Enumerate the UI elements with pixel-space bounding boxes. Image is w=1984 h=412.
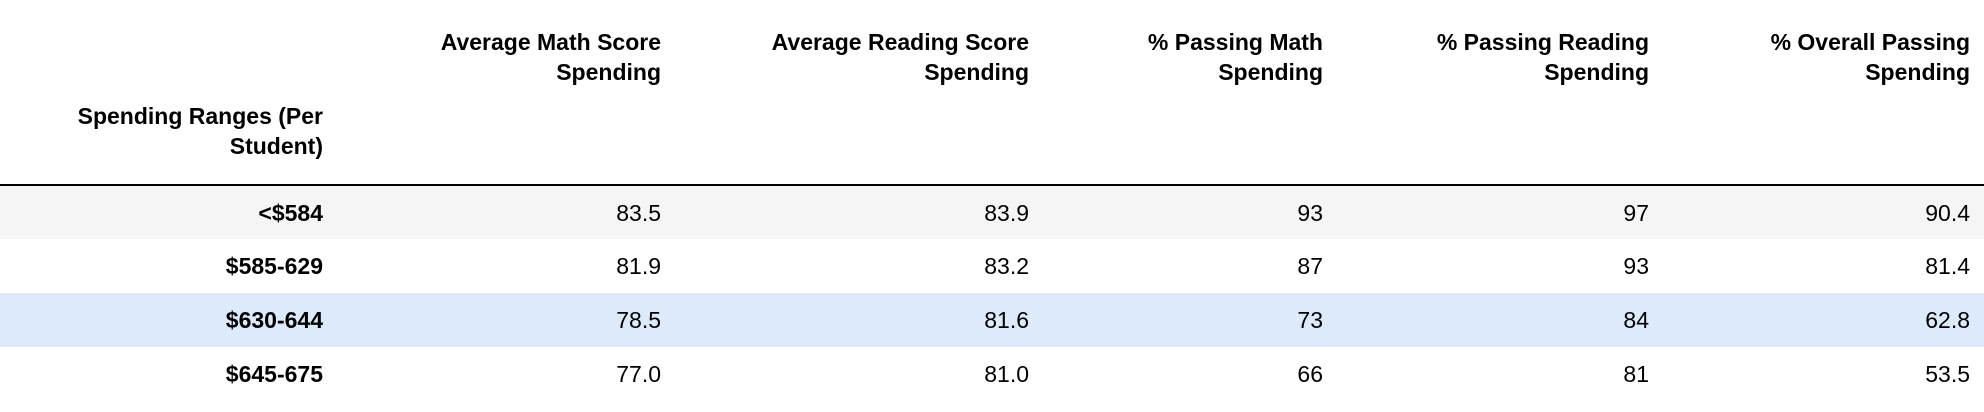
column-header-avg-reading: Average Reading Score Spending — [675, 0, 1043, 101]
index-row-blank-cell — [1043, 101, 1337, 186]
index-row-blank-cell — [1663, 101, 1984, 186]
column-header-pct-math-line2: Spending — [1218, 59, 1323, 85]
column-header-pct-overall-line2: Spending — [1865, 59, 1970, 85]
column-header-avg-math: Average Math Score Spending — [337, 0, 675, 101]
table-row: $585-629 81.9 83.2 87 93 81.4 — [0, 239, 1984, 293]
cell-pct-math: 93 — [1297, 199, 1323, 226]
index-row-blank-cell — [675, 101, 1043, 186]
cell-pct-reading: 93 — [1623, 253, 1649, 279]
cell-avg-reading: 83.2 — [984, 253, 1029, 279]
index-name-row: Spending Ranges (Per Student) — [0, 101, 1984, 186]
index-row-blank-cell — [337, 101, 675, 186]
cell-pct-math: 73 — [1297, 307, 1323, 333]
cell-avg-reading: 81.0 — [984, 361, 1029, 387]
index-row-blank-cell — [1337, 101, 1663, 186]
cell-avg-reading: 83.9 — [984, 199, 1029, 226]
index-name-header: Spending Ranges (Per Student) — [0, 101, 337, 186]
index-name-line2: Student) — [229, 133, 323, 159]
column-header-pct-reading-line1: % Passing Reading — [1436, 29, 1649, 55]
column-header-pct-math: % Passing Math Spending — [1043, 0, 1337, 101]
column-header-pct-overall: % Overall Passing Spending — [1663, 0, 1984, 101]
spending-summary-table: Average Math Score Spending Average Read… — [0, 0, 1984, 401]
table-row: $645-675 77.0 81.0 66 81 53.5 — [0, 347, 1984, 401]
cell-pct-reading: 97 — [1623, 199, 1649, 226]
column-header-avg-reading-line2: Spending — [924, 59, 1029, 85]
column-header-pct-math-line1: % Passing Math — [1147, 29, 1323, 55]
cell-avg-math: 81.9 — [616, 253, 661, 279]
column-header-avg-math-line2: Spending — [556, 59, 661, 85]
cell-avg-math: 83.5 — [616, 199, 661, 226]
cell-pct-math: 66 — [1297, 361, 1323, 387]
column-header-pct-reading: % Passing Reading Spending — [1337, 0, 1663, 101]
table-row: <$584 83.5 83.9 93 97 90.4 — [0, 185, 1984, 239]
cell-avg-math: 78.5 — [616, 307, 661, 333]
row-label: $645-675 — [225, 361, 323, 387]
cell-pct-overall: 90.4 — [1925, 199, 1970, 226]
cell-pct-overall: 53.5 — [1925, 361, 1970, 387]
cell-pct-overall: 62.8 — [1925, 307, 1970, 333]
column-header-row: Average Math Score Spending Average Read… — [0, 0, 1984, 101]
cell-pct-math: 87 — [1297, 253, 1323, 279]
row-label: $630-644 — [225, 307, 323, 333]
index-name-line1: Spending Ranges (Per — [77, 103, 323, 129]
cell-avg-math: 77.0 — [616, 361, 661, 387]
cell-pct-overall: 81.4 — [1925, 253, 1970, 279]
cell-pct-reading: 84 — [1623, 307, 1649, 333]
column-header-avg-reading-line1: Average Reading Score — [771, 29, 1029, 55]
row-label: $585-629 — [225, 253, 323, 279]
cell-avg-reading: 81.6 — [984, 307, 1029, 333]
column-header-pct-overall-line1: % Overall Passing — [1770, 29, 1970, 55]
column-header-avg-math-line1: Average Math Score — [440, 29, 661, 55]
column-header-pct-reading-line2: Spending — [1544, 59, 1649, 85]
row-label: <$584 — [258, 199, 323, 226]
header-blank-cell — [0, 0, 337, 101]
cell-pct-reading: 81 — [1623, 361, 1649, 387]
table-row: $630-644 78.5 81.6 73 84 62.8 — [0, 293, 1984, 347]
